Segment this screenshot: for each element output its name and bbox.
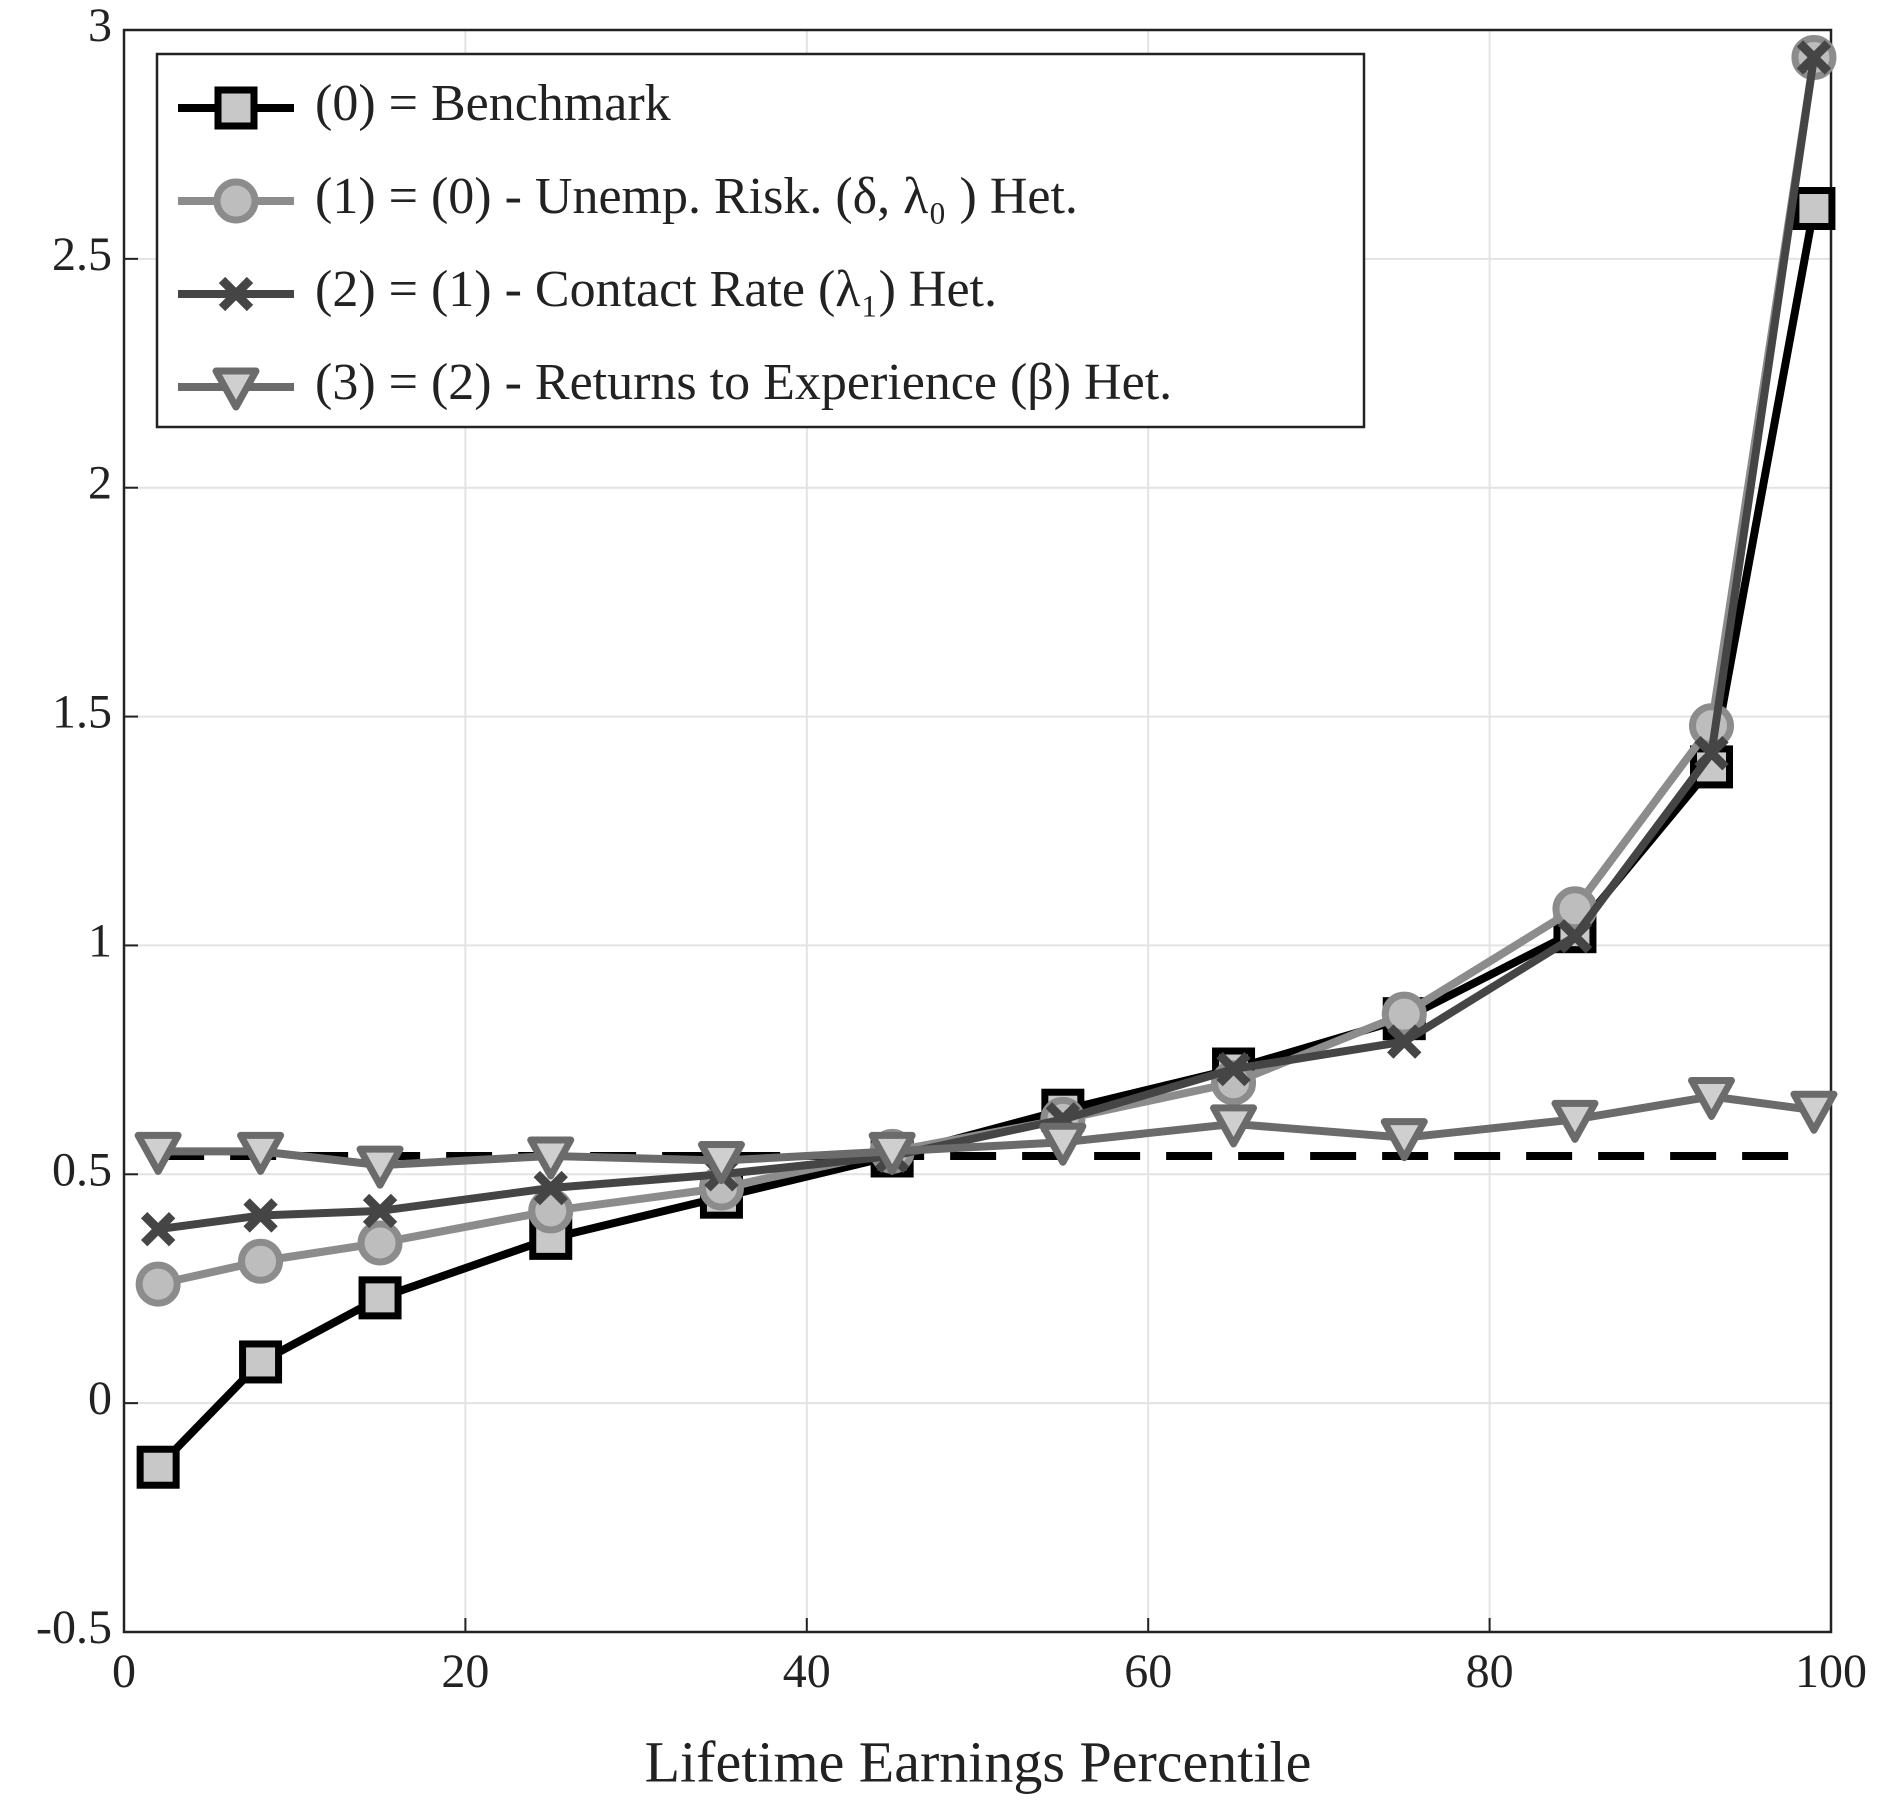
x-tick-label: 40 <box>783 1645 831 1698</box>
x-tick-label: 80 <box>1466 1645 1514 1698</box>
legend-marker <box>212 367 260 411</box>
data-point <box>1796 40 1832 75</box>
data-point <box>1210 1104 1258 1148</box>
data-point <box>136 1445 180 1489</box>
data-point <box>1216 1051 1251 1087</box>
legend-label: (1) = (0) - Unemp. Risk. (δ, λ₀ ) Het. <box>315 168 1078 225</box>
y-tick-label: 2.5 <box>52 228 112 281</box>
data-point <box>697 1141 745 1185</box>
data-point <box>868 1131 916 1175</box>
legend-marker <box>214 86 258 130</box>
data-point <box>1694 736 1729 771</box>
x-tick-label: 60 <box>1124 1645 1172 1698</box>
plot-frame <box>122 28 1833 1634</box>
legend-box <box>155 52 1366 429</box>
y-tick-label: 3 <box>88 0 112 52</box>
data-point <box>362 1193 398 1229</box>
series-line <box>158 1092 1815 1170</box>
data-point <box>1557 919 1593 954</box>
data-point <box>1790 1090 1838 1134</box>
legend-label: (0) = Benchmark <box>315 75 671 132</box>
data-point <box>1688 1076 1736 1120</box>
data-point <box>1380 1118 1428 1162</box>
data-point <box>237 1131 285 1175</box>
data-point <box>135 1261 181 1307</box>
legend-marker <box>218 276 254 312</box>
data-point <box>239 1340 283 1384</box>
x-axis-label: Lifetime Earnings Percentile <box>645 1729 1312 1794</box>
x-tick-label: 100 <box>1795 1645 1867 1698</box>
x-tick-label: 0 <box>112 1645 136 1698</box>
y-tick-label: 2 <box>88 457 112 510</box>
data-point <box>533 1170 568 1206</box>
data-point <box>238 1238 284 1284</box>
data-point <box>1039 1122 1087 1166</box>
x-tick-label: 20 <box>441 1645 489 1698</box>
data-point <box>1551 1099 1599 1143</box>
series-line <box>157 56 1818 1234</box>
data-point <box>357 1220 403 1266</box>
legend-marker <box>213 178 259 224</box>
y-tick-label: -0.5 <box>36 1601 112 1654</box>
data-point <box>243 1198 278 1233</box>
y-tick-label: 1 <box>88 914 112 967</box>
y-tick-label: 0 <box>88 1372 112 1425</box>
data-point <box>140 1212 176 1247</box>
y-tick-label: 0.5 <box>52 1143 112 1196</box>
data-point <box>527 1136 575 1180</box>
data-point <box>1381 991 1427 1037</box>
data-point <box>356 1145 404 1189</box>
data-point <box>1792 187 1836 231</box>
data-point <box>1387 1024 1422 1059</box>
data-point <box>134 1131 182 1175</box>
legend-label: (2) = (1) - Contact Rate (λ₁) Het. <box>315 261 997 318</box>
legend: (0) = Benchmark (1) = (0) - Unemp. Risk. … <box>155 52 1366 429</box>
data-point <box>358 1276 402 1320</box>
legend-label: (3) = (2) - Returns to Experience (β) He… <box>315 354 1172 411</box>
y-tick-label: 1.5 <box>52 686 112 739</box>
